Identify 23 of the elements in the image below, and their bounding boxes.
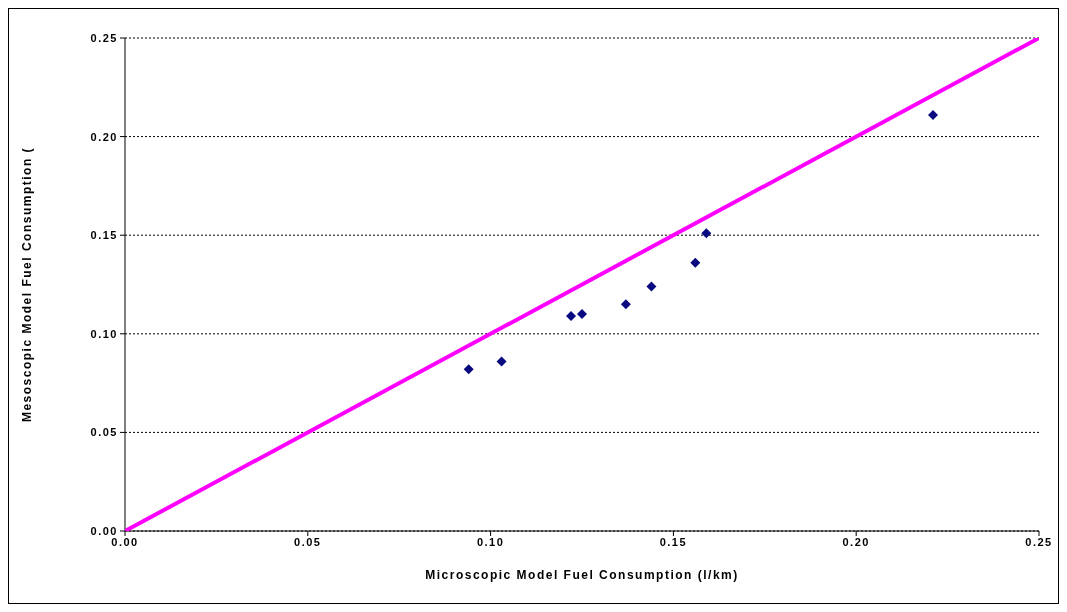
point [566, 311, 577, 322]
point [927, 109, 938, 120]
y-tick-label: 0.10 [90, 327, 118, 340]
y-axis-title: Mesoscopic Model Fuel Consumption ( [20, 146, 35, 423]
x-tick-label: 0.05 [294, 535, 322, 548]
x-tick-label: 0.15 [659, 535, 688, 548]
point [620, 299, 631, 310]
y-tick-label: 0.00 [90, 524, 118, 537]
y-tick-label: 0.15 [90, 229, 118, 242]
point [701, 228, 712, 239]
y-tick-label: 0.05 [90, 426, 118, 439]
x-tick-label: 0.10 [476, 535, 505, 548]
y-tick-label: 0.25 [90, 31, 118, 44]
x-tick-label: 0.00 [111, 535, 139, 548]
point [496, 356, 507, 367]
x-tick-label: 0.20 [842, 535, 870, 548]
point [646, 281, 657, 292]
point [577, 309, 587, 320]
point [690, 257, 701, 268]
y-tick-label: 0.20 [90, 130, 118, 143]
point [463, 364, 474, 375]
x-axis-title: Microscopic Model Fuel Consumption (l/km) [425, 568, 739, 582]
x-tick-label: 0.25 [1025, 535, 1053, 548]
